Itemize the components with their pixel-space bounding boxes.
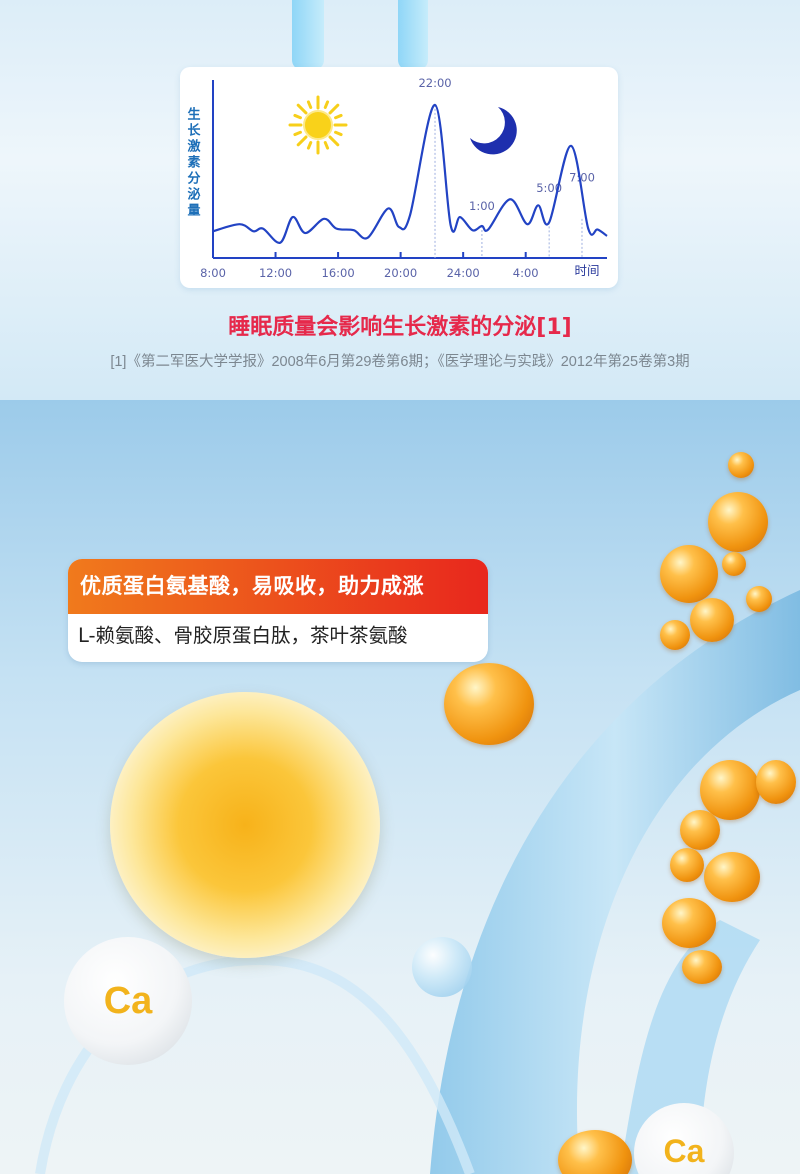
nutrient-bubble bbox=[682, 950, 722, 984]
sun-ray bbox=[334, 113, 343, 120]
x-tick-label: 24:00 bbox=[447, 266, 480, 280]
nutrient-bubble bbox=[444, 663, 534, 745]
nutrient-bubble bbox=[690, 598, 734, 642]
calcium-label: Ca bbox=[103, 979, 153, 1022]
nutrient-bubble bbox=[700, 760, 760, 820]
chart-card: 8:00 12:00 16:00 20:00 24:00 4:00 时间 生长激素分泌量 22:… bbox=[180, 67, 618, 288]
calcium-ball: Ca bbox=[634, 1103, 734, 1174]
calcium-ball: Ca bbox=[64, 937, 192, 1065]
nutrient-bubble bbox=[722, 552, 746, 576]
feature-banner: 优质蛋白氨基酸，易吸收，助力成涨 L-赖氨酸、骨胶原蛋白肽，茶叶茶氨酸 bbox=[68, 559, 488, 662]
sun-disc bbox=[303, 110, 333, 140]
sun-ray bbox=[293, 113, 302, 120]
ribbon-decoration bbox=[35, 590, 800, 1174]
sun-ray bbox=[328, 103, 340, 115]
sun-ray bbox=[296, 103, 308, 115]
sun-ray bbox=[306, 100, 313, 109]
chart-section: 8:00 12:00 16:00 20:00 24:00 4:00 时间 生长激素分泌量 22:… bbox=[0, 0, 800, 400]
ribbon-decoration bbox=[398, 0, 428, 70]
annotation-label: 7:00 bbox=[569, 170, 595, 184]
sun-ray bbox=[306, 141, 313, 150]
y-axis-label: 生长激素分泌量 bbox=[185, 106, 201, 219]
water-droplet bbox=[412, 937, 472, 997]
calcium-label: Ca bbox=[663, 1133, 705, 1169]
sun-ray bbox=[293, 130, 302, 137]
ribbon-decoration bbox=[292, 0, 324, 70]
annotation-label: 22:00 bbox=[418, 76, 451, 90]
protein-ball-image bbox=[110, 692, 380, 958]
feature-ingredients: L-赖氨酸、骨胶原蛋白肽，茶叶茶氨酸 bbox=[78, 624, 408, 647]
x-tick-label: 16:00 bbox=[322, 266, 355, 280]
nutrient-bubble bbox=[670, 848, 704, 882]
x-tick-label: 12:00 bbox=[259, 266, 292, 280]
moon-icon bbox=[470, 107, 517, 155]
sun-icon bbox=[288, 95, 348, 155]
nutrient-bubble bbox=[728, 452, 754, 478]
annotation-label: 1:00 bbox=[469, 199, 495, 213]
x-tick-label: 20:00 bbox=[384, 266, 417, 280]
x-axis-label: 时间 bbox=[574, 263, 599, 278]
nutrient-bubble bbox=[756, 760, 796, 804]
growth-hormone-chart: 8:00 12:00 16:00 20:00 24:00 4:00 时间 生长激素分泌量 22:… bbox=[185, 76, 608, 280]
sun-ray bbox=[328, 135, 340, 147]
nutrient-bubble bbox=[746, 586, 772, 612]
nutrient-bubble bbox=[680, 810, 720, 850]
nutrient-bubble bbox=[708, 492, 768, 552]
nutrient-bubble bbox=[704, 852, 760, 902]
x-tick-label: 4:00 bbox=[513, 266, 539, 280]
sun-ray bbox=[323, 141, 330, 150]
feature-title: 优质蛋白氨基酸，易吸收，助力成涨 bbox=[68, 559, 488, 614]
sun-ray bbox=[296, 135, 308, 147]
secretion-line bbox=[212, 103, 608, 244]
sun-ray bbox=[334, 130, 343, 137]
x-tick-label: 8:00 bbox=[200, 266, 226, 280]
sun-ray bbox=[323, 100, 330, 109]
nutrient-bubble bbox=[660, 620, 690, 650]
chart-caption: 睡眠质量会影响生长激素的分泌[1] bbox=[228, 315, 572, 340]
nutrient-bubble bbox=[660, 545, 718, 603]
annotation-label: 5:00 bbox=[536, 181, 562, 195]
product-section: Ca Ca 优质蛋白氨基酸，易吸收，助力成涨 L-赖氨酸、骨胶原蛋白肽，茶叶茶氨… bbox=[0, 400, 800, 1174]
reference-note: [1]《第二军医大学学报》2008年6月第29卷第6期；《医学理论与实践》201… bbox=[110, 354, 690, 370]
nutrient-bubble bbox=[662, 898, 716, 948]
nutrient-bubble bbox=[558, 1130, 632, 1174]
